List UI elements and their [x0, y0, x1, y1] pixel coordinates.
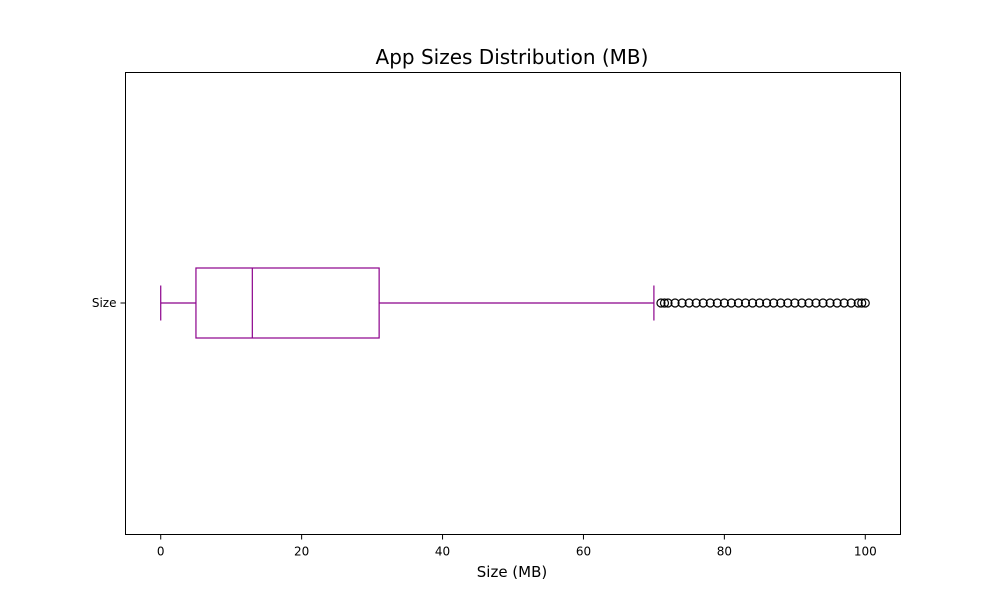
- outlier-point: [818, 298, 828, 308]
- outlier-point: [733, 298, 744, 308]
- outlier-point: [747, 298, 758, 308]
- x-tick-label: 40: [435, 545, 450, 559]
- outlier-point: [832, 298, 842, 308]
- x-tick-label: 80: [717, 545, 732, 559]
- x-axis-label: Size (MB): [477, 563, 548, 581]
- outlier-point: [804, 298, 814, 308]
- outlier-point: [776, 298, 786, 308]
- outlier-point: [670, 298, 680, 308]
- outlier-point: [783, 298, 793, 308]
- outlier-point: [811, 298, 821, 308]
- outlier-point: [754, 298, 765, 308]
- outlier-point: [769, 298, 779, 308]
- outlier-point: [797, 298, 807, 308]
- box-plot: [160, 267, 655, 339]
- outlier-point: [663, 298, 673, 308]
- outlier-point: [719, 298, 729, 308]
- outlier-point: [712, 298, 722, 308]
- outlier-point: [684, 298, 694, 308]
- x-tick-label: 20: [294, 545, 309, 559]
- x-tick-label: 60: [576, 545, 591, 559]
- outlier-point: [726, 298, 737, 308]
- outlier-point: [659, 298, 670, 308]
- outlier-point: [677, 298, 687, 308]
- outlier-point: [790, 298, 800, 308]
- outlier-point: [698, 298, 708, 308]
- outlier-point: [825, 298, 835, 308]
- outlier-point: [705, 298, 715, 308]
- outlier-point: [853, 298, 863, 308]
- outlier-point: [857, 298, 867, 308]
- y-tick-label: Size: [92, 296, 117, 310]
- chart-title: App Sizes Distribution (MB): [376, 45, 649, 69]
- x-axis: 0 20 40 60 80 100: [157, 534, 877, 559]
- outlier-point: [691, 298, 701, 308]
- outlier-point: [740, 298, 751, 308]
- x-tick-label: 0: [157, 545, 165, 559]
- outlier-points: [656, 298, 870, 308]
- y-axis: Size: [92, 296, 126, 310]
- outlier-point: [762, 298, 772, 308]
- interquartile-box: [195, 267, 380, 339]
- outlier-point: [846, 298, 856, 308]
- outlier-point: [656, 298, 666, 308]
- outlier-point: [839, 298, 849, 308]
- outlier-point: [860, 298, 870, 308]
- x-tick-label: 100: [854, 545, 877, 559]
